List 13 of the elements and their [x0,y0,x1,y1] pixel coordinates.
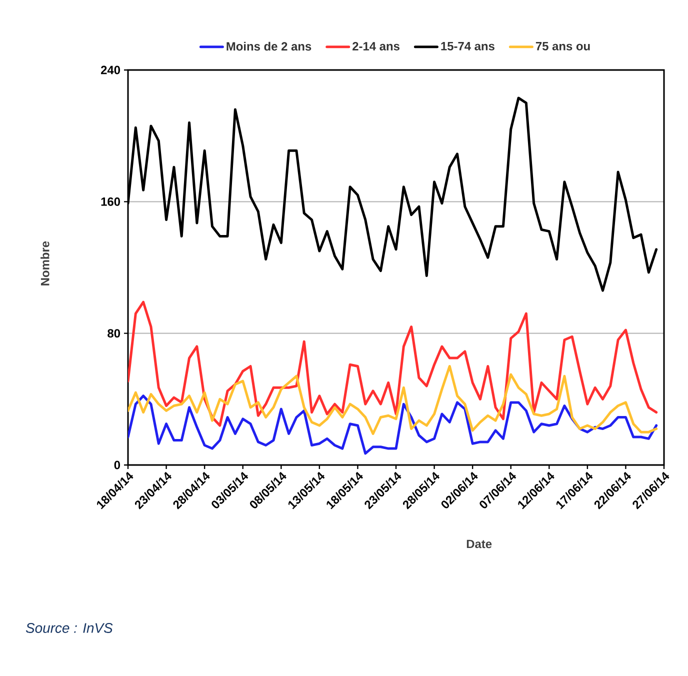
line-series [128,394,658,455]
legend-label: 75 ans ou [536,42,590,50]
y-tick-label: 240 [100,66,120,74]
x-axis-title: Date [466,540,492,548]
y-tick-label: 0 [114,460,120,470]
legend-label: 2-14 ans [352,42,400,50]
line-series [128,364,658,435]
source-note: Source : InVS [26,623,113,633]
y-tick-label: 160 [101,197,120,206]
y-axis-title: Nombre [40,241,50,286]
legend-label: Moins de 2 ans [226,42,312,51]
y-tick-label: 80 [108,329,120,338]
legend-label: 15-74 ans [441,42,494,50]
